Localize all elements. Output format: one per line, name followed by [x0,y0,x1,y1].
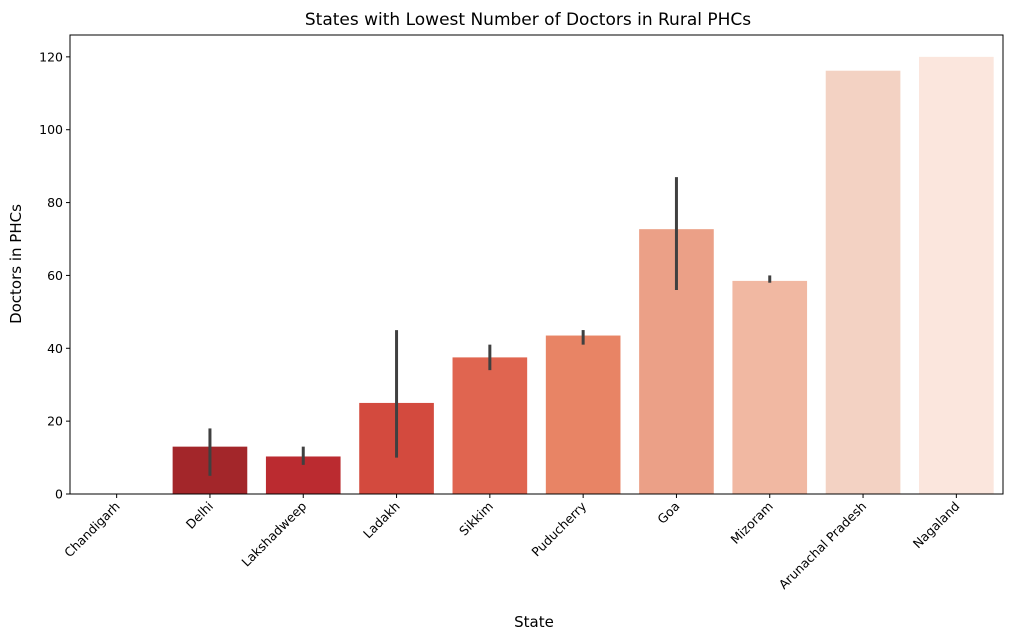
y-tick-label: 120 [39,49,63,64]
bar-mizoram [732,280,808,494]
bar-nagaland [919,56,994,494]
x-tick-label: Mizoram [727,499,775,547]
x-tick-label: Arunachal Pradesh [776,499,870,593]
x-tick-label: Delhi [183,499,216,532]
x-tick-label: Goa [654,499,682,527]
x-tick-label: Chandigarh [61,499,123,561]
bar-sikkim [452,357,528,494]
y-axis-label: Doctors in PHCs [7,204,25,324]
x-tick-label: Puducherry [528,498,589,559]
bar-arunachal-pradesh [825,70,901,494]
chart-title: States with Lowest Number of Doctors in … [305,10,751,30]
x-tick-label: Lakshadweep [238,498,309,569]
y-tick-label: 100 [39,122,63,137]
plot-frame [69,34,1004,495]
x-axis: Chandigarh Delhi Lakshadweep Ladakh Sikkim Pu… [61,494,962,592]
y-tick-label: 40 [47,341,63,356]
bar-puducherry [545,335,621,494]
error-bars-group [208,177,772,476]
y-axis: 0 20 40 60 80 100 120 [39,49,70,502]
x-axis-label: State [514,613,554,631]
y-tick-label: 0 [55,487,63,502]
bars-group [172,56,994,494]
x-tick-label: Ladakh [360,499,403,542]
x-tick-label: Nagaland [910,499,963,552]
y-tick-label: 60 [47,268,63,283]
y-tick-label: 80 [47,195,63,210]
x-tick-label: Sikkim [456,499,496,539]
y-tick-label: 20 [47,414,63,429]
